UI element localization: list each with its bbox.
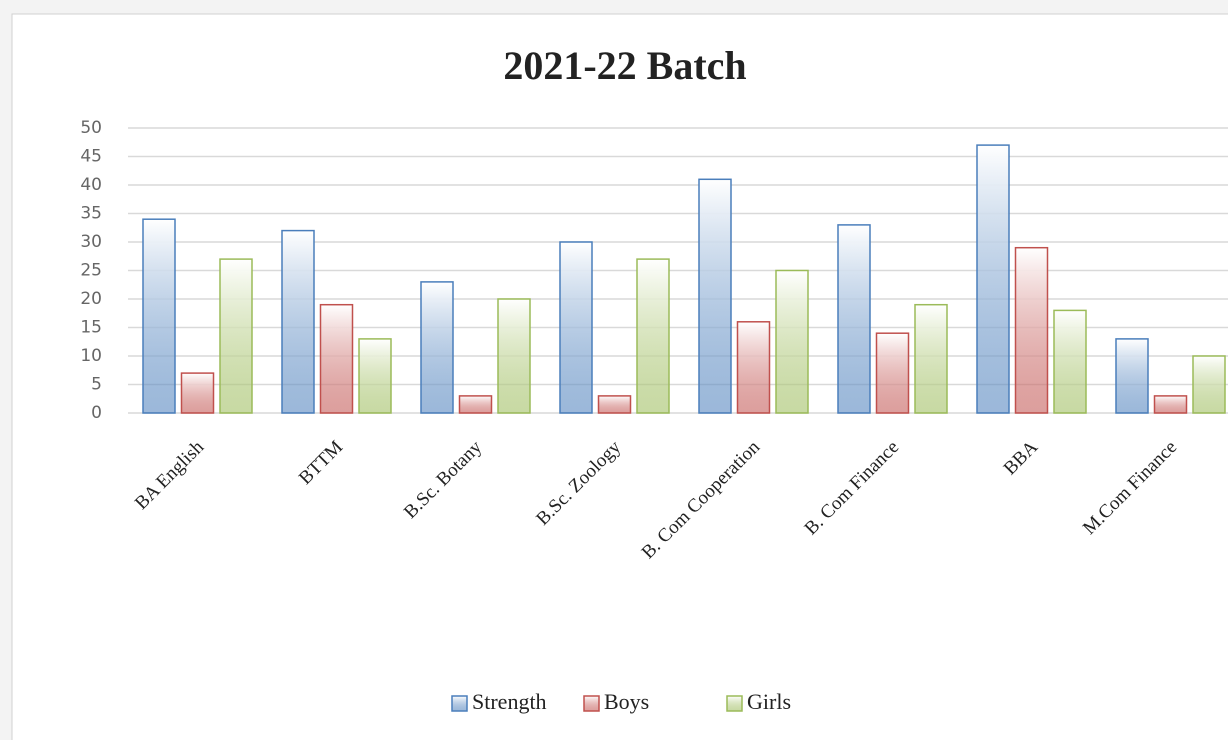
bar bbox=[420, 281, 454, 414]
bar bbox=[1192, 355, 1226, 414]
bar bbox=[636, 258, 670, 414]
bar bbox=[775, 269, 809, 414]
bar bbox=[914, 303, 948, 414]
y-tick-label: 45 bbox=[80, 147, 102, 167]
y-tick-label: 30 bbox=[80, 232, 102, 252]
y-tick-label: 0 bbox=[91, 403, 102, 423]
bar bbox=[142, 218, 176, 414]
bar bbox=[281, 229, 315, 414]
y-tick-label: 35 bbox=[80, 204, 102, 224]
bar bbox=[497, 298, 531, 414]
bar bbox=[219, 258, 253, 414]
y-tick-label: 40 bbox=[80, 175, 102, 195]
bar bbox=[976, 144, 1010, 414]
bar bbox=[1014, 246, 1049, 414]
y-tick-label: 20 bbox=[80, 289, 102, 309]
bar bbox=[698, 178, 732, 414]
y-tick-label: 50 bbox=[80, 118, 102, 138]
bar bbox=[319, 303, 354, 414]
bar bbox=[875, 332, 910, 414]
bar bbox=[837, 224, 871, 414]
bar bbox=[559, 241, 593, 414]
y-tick-label: 10 bbox=[80, 346, 102, 366]
bar bbox=[180, 372, 215, 414]
bar bbox=[358, 338, 392, 414]
bar bbox=[1153, 395, 1188, 414]
bar bbox=[1053, 309, 1087, 414]
legend-label: Boys bbox=[604, 689, 649, 714]
legend-label: Strength bbox=[472, 689, 547, 714]
legend-label: Girls bbox=[747, 689, 791, 714]
bar bbox=[1115, 338, 1149, 414]
y-tick-label: 25 bbox=[80, 261, 102, 281]
y-tick-label: 15 bbox=[80, 318, 102, 338]
legend-swatch bbox=[726, 695, 743, 712]
bar bbox=[597, 395, 632, 414]
chart-title: 2021-22 Batch bbox=[503, 43, 746, 88]
bar bbox=[736, 321, 771, 414]
bar bbox=[458, 395, 493, 414]
legend-swatch bbox=[583, 695, 600, 712]
legend-swatch bbox=[451, 695, 468, 712]
y-tick-label: 5 bbox=[91, 375, 102, 395]
